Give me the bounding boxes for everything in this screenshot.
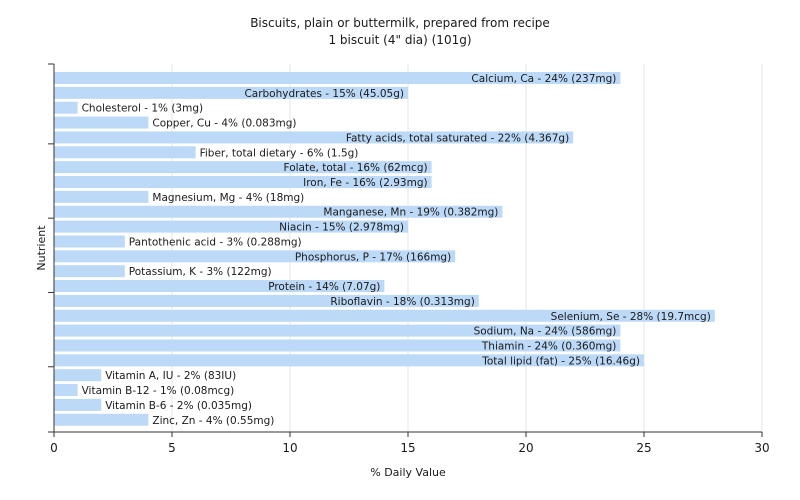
x-tick-label: 25 — [636, 441, 651, 455]
chart-title: Biscuits, plain or buttermilk, prepared … — [250, 16, 550, 30]
bar — [54, 280, 385, 293]
bar-label: Fatty acids, total saturated - 22% (4.36… — [346, 132, 569, 144]
bar — [54, 176, 432, 189]
x-axis-label: % Daily Value — [370, 466, 446, 479]
bar-label: Cholesterol - 1% (3mg) — [82, 103, 204, 115]
bar-label: Sodium, Na - 24% (586mg) — [474, 326, 617, 338]
bar — [54, 354, 644, 367]
bar-label: Niacin - 15% (2.978mg) — [279, 222, 404, 234]
bar — [54, 205, 503, 218]
y-axis-label: Nutrient — [35, 225, 48, 271]
bar-label: Fiber, total dietary - 6% (1.5g) — [200, 147, 359, 159]
x-tick-label: 15 — [400, 441, 415, 455]
bar — [54, 398, 102, 411]
bar-label: Protein - 14% (7.07g) — [268, 281, 380, 293]
bar-label: Iron, Fe - 16% (2.93mg) — [303, 177, 427, 189]
bar-label: Magnesium, Mg - 4% (18mg) — [152, 192, 304, 204]
x-tick-label: 5 — [168, 441, 176, 455]
bar-label: Calcium, Ca - 24% (237mg) — [471, 73, 616, 85]
chart-subtitle: 1 biscuit (4" dia) (101g) — [328, 33, 471, 47]
bar — [54, 294, 479, 307]
bar — [54, 101, 78, 114]
bar-label: Pantothenic acid - 3% (0.288mg) — [129, 236, 302, 248]
bar — [54, 384, 78, 397]
bar — [54, 235, 125, 248]
bar — [54, 265, 125, 278]
bar — [54, 190, 149, 203]
bar-label: Phosphorus, P - 17% (166mg) — [295, 251, 451, 263]
bar-label: Manganese, Mn - 19% (0.382mg) — [323, 207, 498, 219]
bar — [54, 86, 408, 99]
x-tick-label: 0 — [50, 441, 58, 455]
bar — [54, 72, 621, 84]
bar — [54, 339, 621, 352]
bar — [54, 250, 456, 263]
bar-label: Vitamin B-6 - 2% (0.035mg) — [105, 400, 252, 412]
bar-label: Vitamin B-12 - 1% (0.08mcg) — [82, 385, 235, 397]
x-tick-label: 10 — [282, 441, 297, 455]
bar-label: Copper, Cu - 4% (0.083mg) — [152, 118, 296, 130]
bar-label: Potassium, K - 3% (122mg) — [129, 266, 272, 278]
axes: 0 5 10 15 20 25 30 — [48, 63, 770, 455]
bar — [54, 131, 574, 144]
bar — [54, 369, 102, 382]
bar-label: Carbohydrates - 15% (45.05g) — [244, 88, 404, 100]
x-tick-label: 20 — [518, 441, 533, 455]
bar-label: Folate, total - 16% (62mcg) — [284, 162, 428, 174]
bar — [54, 220, 408, 233]
bar-label: Thiamin - 24% (0.360mg) — [481, 340, 617, 352]
gridlines — [171, 64, 763, 432]
bar — [54, 309, 715, 322]
bars: Calcium, Ca - 24% (237mg) Carbohydrates -… — [54, 72, 715, 427]
bar-label: Zinc, Zn - 4% (0.55mg) — [152, 415, 274, 427]
bar — [54, 324, 621, 337]
bar-label: Selenium, Se - 28% (19.7mcg) — [551, 311, 711, 323]
bar-label: Vitamin A, IU - 2% (83IU) — [105, 370, 236, 382]
bar-label: Total lipid (fat) - 25% (16.46g) — [481, 355, 640, 367]
bar-label: Riboflavin - 18% (0.313mg) — [330, 296, 474, 308]
bar — [54, 413, 149, 426]
x-tick-label: 30 — [754, 441, 769, 455]
bar — [54, 146, 196, 159]
bar — [54, 116, 149, 129]
bar — [54, 161, 432, 174]
